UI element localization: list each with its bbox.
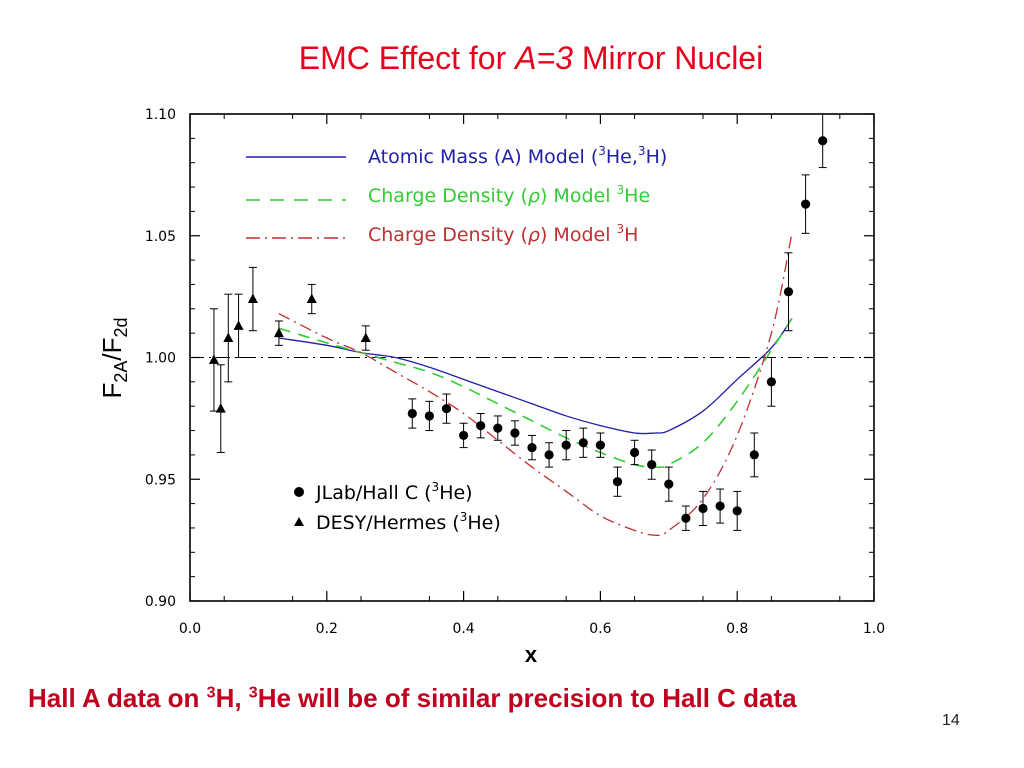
x-tick-label: 0.4: [452, 621, 474, 637]
data-point-jlab: [493, 423, 503, 433]
y-axis-label-sub1: 2A: [111, 361, 131, 383]
data-point-desy: [233, 320, 244, 330]
footer-sup-2: 3: [248, 684, 258, 702]
y-tick-label: 1.05: [145, 229, 176, 245]
data-legend: JLab/Hall C (3He) DESY/Hermes (3He): [294, 480, 501, 534]
data-point-jlab: [801, 199, 811, 209]
y-axis-label-main: F: [97, 383, 127, 399]
data-point-jlab: [783, 287, 794, 297]
data-point-jlab: [561, 440, 571, 450]
y-tick-label: 0.95: [145, 472, 176, 488]
data-point-jlab: [407, 408, 417, 419]
x-tick-label: 0.2: [316, 621, 338, 637]
data-point-jlab: [578, 438, 588, 448]
y-axis-label: F2A/F2d: [97, 317, 131, 398]
data-point-desy: [273, 327, 284, 338]
data-point-desy: [208, 354, 219, 364]
page-number: 14: [942, 712, 960, 729]
slide-title: EMC Effect for A=3 Mirror Nuclei: [0, 40, 1024, 77]
x-tick-label: 0.0: [179, 621, 201, 637]
legend-label-desy: DESY/Hermes (3He): [316, 510, 501, 534]
data-point-jlab: [476, 421, 486, 431]
y-tick-label: 1.00: [145, 351, 176, 367]
axis-tick-labels: 0.0 0.2 0.4 0.6 0.8 1.0 0.90 0.95 1.00 1.05 1.10: [145, 107, 885, 637]
x-tick-label: 0.8: [726, 621, 748, 637]
model-curve-charge-density-h3: [278, 233, 793, 536]
data-point-desy: [223, 332, 234, 343]
y-tick-label: 1.10: [145, 107, 176, 123]
y-axis-label-sub2: 2d: [111, 317, 131, 337]
title-italic: A=3: [515, 40, 573, 76]
title-prefix: EMC Effect for: [298, 40, 516, 76]
legend-label-charge-he3: Charge Density (ρ) Model 3He: [368, 183, 650, 207]
model-curve-atomic-mass: [278, 318, 793, 435]
data-point-desy: [215, 403, 226, 413]
y-axis-label-sep: /F: [97, 338, 127, 361]
data-point-jlab: [527, 442, 537, 453]
x-tick-label: 1.0: [863, 621, 885, 637]
footer-note: Hall A data on 3H, 3He will be of simila…: [28, 683, 797, 714]
footer-text-2: H,: [215, 683, 249, 713]
footer-sup-1: 3: [206, 684, 216, 702]
data-point-jlab: [732, 506, 742, 516]
data-point-jlab: [459, 430, 469, 441]
data-points: [208, 113, 828, 531]
data-point-jlab: [424, 411, 434, 421]
data-point-jlab: [544, 450, 554, 460]
data-point-desy: [306, 293, 317, 304]
legend-label-charge-h3: Charge Density (ρ) Model 3H: [368, 222, 638, 246]
data-point-desy: [360, 332, 371, 343]
data-point-jlab: [766, 377, 777, 387]
curve-legend: Atomic Mass (A) Model (3He,3H) Charge De…: [246, 144, 667, 246]
x-axis-label: x: [525, 642, 538, 667]
data-point-jlab: [595, 440, 606, 450]
data-point-jlab: [630, 447, 640, 458]
x-tick-label: 0.6: [589, 621, 611, 637]
data-point-jlab: [818, 136, 828, 146]
data-point-jlab: [681, 513, 691, 523]
legend-marker-desy: [294, 517, 304, 526]
title-suffix: Mirror Nuclei: [572, 40, 764, 76]
data-point-jlab: [715, 501, 725, 511]
y-tick-label: 0.90: [145, 594, 176, 610]
footer-text-3: He will be of similar precision to Hall …: [257, 683, 797, 713]
legend-marker-jlab: [294, 487, 304, 497]
data-point-jlab: [749, 450, 759, 460]
data-point-jlab: [664, 479, 674, 489]
data-point-jlab: [698, 503, 708, 514]
data-point-jlab: [647, 460, 657, 470]
footer-text-1: Hall A data on: [28, 683, 207, 713]
data-point-jlab: [441, 404, 452, 414]
legend-label-jlab: JLab/Hall C (3He): [315, 480, 473, 504]
data-point-jlab: [612, 477, 623, 487]
data-point-jlab: [510, 428, 520, 438]
data-point-desy: [247, 293, 258, 304]
legend-label-atomic-mass: Atomic Mass (A) Model (3He,3H): [368, 144, 667, 168]
